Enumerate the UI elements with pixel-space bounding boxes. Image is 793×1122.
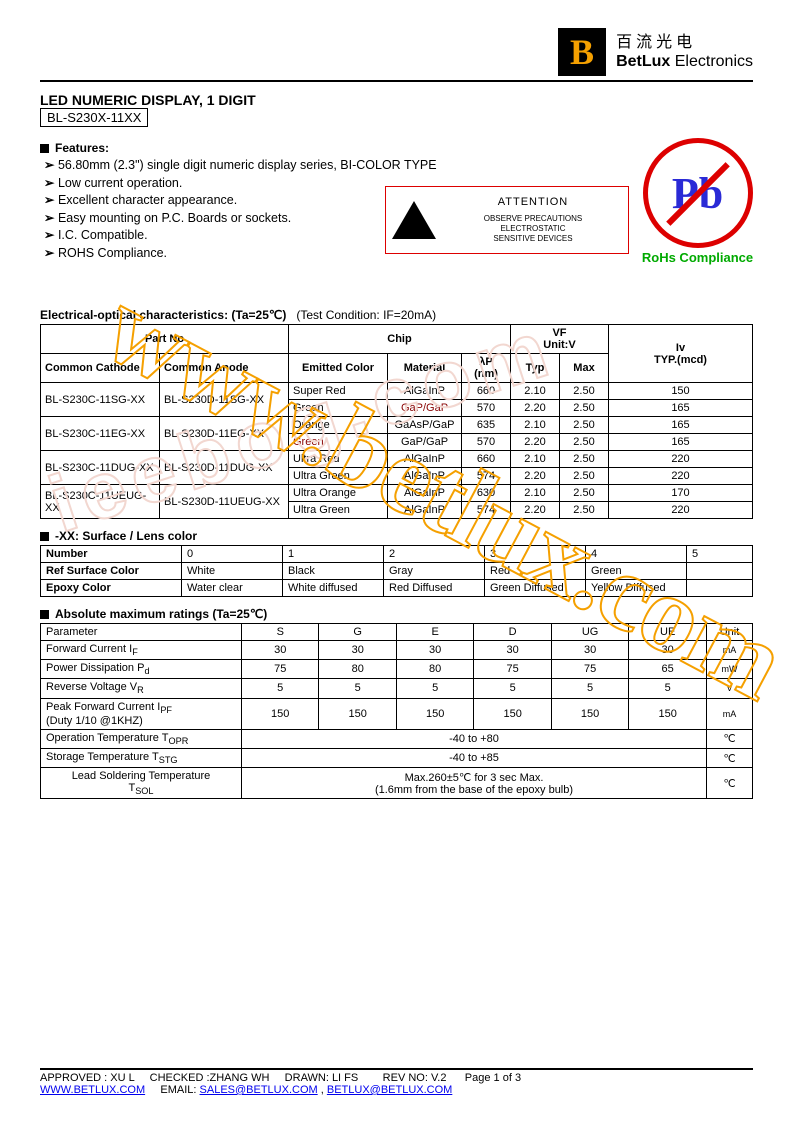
table-row: BL-S230C-11EG-XXBL-S230D-11EG-XX OrangeG… bbox=[41, 417, 753, 434]
page-footer: APPROVED : XU L CHECKED :ZHANG WH DRAWN:… bbox=[40, 1068, 753, 1096]
table-row: Lead Soldering TemperatureTSOLMax.260±5℃… bbox=[41, 768, 753, 799]
rohs-badge: Pb RoHs Compliance bbox=[640, 138, 755, 266]
table-row: BL-S230C-11UEUG-XXBL-S230D-11UEUG-XX Ult… bbox=[41, 485, 753, 502]
header-logo-row: B 百流光电 BetLux Electronics bbox=[40, 28, 753, 82]
absolute-max-table: ParameterSGEDUGUEUnit Forward Current IF… bbox=[40, 623, 753, 799]
esd-triangle-icon bbox=[392, 201, 436, 239]
electrical-optical-table: Part No Chip VF Unit:V Iv TYP.(mcd) Comm… bbox=[40, 324, 753, 519]
table-row: Power Dissipation Pd758080757565mW bbox=[41, 660, 753, 679]
table-row: Operation Temperature TOPR-40 to +80℃ bbox=[41, 729, 753, 748]
logo-en: BetLux Electronics bbox=[616, 52, 753, 71]
lens-heading: -XX: Surface / Lens color bbox=[40, 529, 753, 543]
footer-email2[interactable]: BETLUX@BETLUX.COM bbox=[327, 1084, 452, 1096]
page-title: LED NUMERIC DISPLAY, 1 DIGIT bbox=[40, 92, 753, 108]
logo-text: 百流光电 BetLux Electronics bbox=[616, 33, 753, 71]
table-row: Epoxy ColorWater clearWhite diffusedRed … bbox=[41, 580, 753, 597]
table-row: Forward Current IF303030303030mA bbox=[41, 641, 753, 660]
rohs-label: RoHs Compliance bbox=[640, 250, 755, 265]
lens-color-table: Number012345 Ref Surface ColorWhiteBlack… bbox=[40, 545, 753, 597]
footer-approval: APPROVED : XU L CHECKED :ZHANG WH DRAWN:… bbox=[40, 1072, 753, 1084]
table-row: Ref Surface ColorWhiteBlackGrayRedGreen bbox=[41, 563, 753, 580]
abs-heading: Absolute maximum ratings (Ta=25℃) bbox=[40, 607, 753, 621]
logo-mark: B bbox=[558, 28, 606, 76]
table-row: BL-S230C-11DUG-XXBL-S230D-11DUG-XX Ultra… bbox=[41, 451, 753, 468]
model-number: BL-S230X-11XX bbox=[40, 108, 148, 127]
table-row: Peak Forward Current IPF(Duty 1/10 @1KHZ… bbox=[41, 698, 753, 729]
footer-email1[interactable]: SALES@BETLUX.COM bbox=[200, 1084, 318, 1096]
eo-heading: Electrical-optical characteristics: (Ta=… bbox=[40, 308, 753, 322]
footer-url[interactable]: WWW.BETLUX.COM bbox=[40, 1084, 145, 1096]
esd-text: ATTENTION OBSERVE PRECAUTIONS ELECTROSTA… bbox=[444, 195, 622, 244]
pb-free-icon: Pb bbox=[643, 138, 753, 248]
esd-warning: ATTENTION OBSERVE PRECAUTIONS ELECTROSTA… bbox=[385, 186, 629, 254]
table-row: Reverse Voltage VR555555V bbox=[41, 679, 753, 698]
table-row: Storage Temperature TSTG-40 to +85℃ bbox=[41, 748, 753, 767]
logo-cn: 百流光电 bbox=[616, 33, 753, 52]
table-row: BL-S230C-11SG-XXBL-S230D-11SG-XX Super R… bbox=[41, 383, 753, 400]
